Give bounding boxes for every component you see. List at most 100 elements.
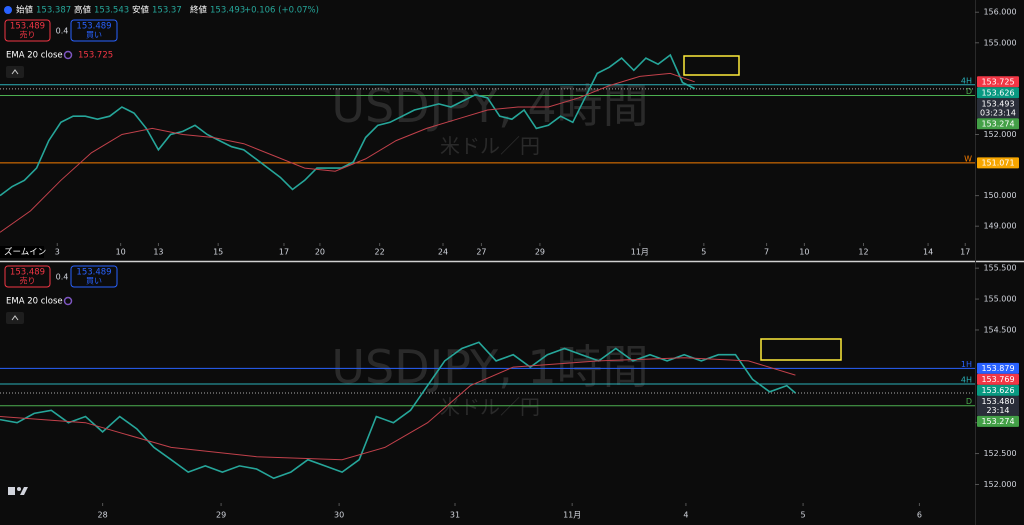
price-label-box bbox=[977, 157, 1019, 169]
price-label: 153.626 bbox=[981, 386, 1014, 395]
ema-line bbox=[0, 357, 796, 461]
y-tick-label: 156.000 bbox=[983, 8, 1016, 17]
price-label: 153.879 bbox=[981, 364, 1014, 373]
sell-price: 153.489 bbox=[10, 22, 45, 32]
x-tick-label: 5 bbox=[701, 248, 706, 257]
zoom-label: ズームイン bbox=[4, 247, 46, 258]
sell-button[interactable] bbox=[4, 19, 51, 42]
x-tick-label: 4 bbox=[683, 511, 688, 520]
drawing-rectangle bbox=[683, 55, 740, 76]
x-tick-label: 20 bbox=[315, 248, 325, 257]
ohlc-label: 終値 bbox=[190, 5, 208, 16]
x-tick-label: 29 bbox=[216, 511, 226, 520]
y-tick-label: 152.000 bbox=[983, 480, 1016, 489]
watermark: USDJPY, 1時間 bbox=[331, 340, 648, 394]
price-label-box bbox=[977, 98, 1019, 119]
x-tick-label: 6 bbox=[917, 511, 922, 520]
collapse-button[interactable] bbox=[6, 66, 24, 78]
buy-button[interactable] bbox=[70, 265, 118, 288]
y-tick-label: 152.500 bbox=[983, 449, 1016, 458]
level-label: 1H bbox=[961, 360, 972, 369]
price-label: 153.769 bbox=[981, 375, 1014, 384]
x-tick-label: 10 bbox=[799, 248, 809, 257]
y-tick-label: 152.000 bbox=[983, 130, 1016, 139]
x-tick-label: 28 bbox=[98, 511, 108, 520]
price-label: 153.274 bbox=[981, 417, 1014, 426]
x-tick-label: 7 bbox=[764, 248, 769, 257]
x-tick-label: 29 bbox=[535, 248, 545, 257]
price-line bbox=[0, 341, 796, 480]
level-label: W bbox=[964, 154, 972, 163]
x-tick-label: 10 bbox=[116, 248, 126, 257]
price-line bbox=[0, 53, 696, 197]
overlays: 153.725153.626153.49303:23:14153.274151.… bbox=[0, 5, 1019, 427]
collapse-icon bbox=[11, 69, 19, 75]
tv-logo bbox=[8, 487, 28, 495]
zoom-label-box bbox=[0, 246, 44, 258]
x-tick-label: 30 bbox=[334, 511, 344, 520]
level-label: D bbox=[966, 87, 972, 96]
x-tick-label: 13 bbox=[153, 248, 163, 257]
buy-price: 153.489 bbox=[76, 22, 111, 32]
level-label: 4H bbox=[961, 76, 972, 85]
sell-price: 153.489 bbox=[10, 268, 45, 278]
y-tick-label: 155.000 bbox=[983, 38, 1016, 47]
ohlc-label: 安値 bbox=[132, 5, 150, 16]
price-label-box bbox=[977, 87, 1019, 99]
watermark-sub: 米ドル／円 bbox=[440, 395, 540, 419]
x-tick-label: 3 bbox=[55, 248, 60, 257]
ohlc-value: 153.543 bbox=[94, 6, 129, 16]
level-label: D bbox=[966, 397, 972, 406]
price-label-box bbox=[977, 395, 1019, 416]
x-tick-label: 11月 bbox=[631, 248, 649, 257]
ohlc-value: 153.493 bbox=[210, 6, 245, 16]
ohlc-change: +0.106 (+0.07%) bbox=[244, 6, 319, 16]
x-tick-label: 5 bbox=[801, 511, 806, 520]
buy-label: 買い bbox=[86, 31, 102, 40]
sell-label: 売り bbox=[20, 30, 36, 40]
buy-label: 買い bbox=[86, 277, 102, 286]
spread: 0.4 bbox=[56, 273, 69, 282]
symbol-icon bbox=[4, 6, 12, 14]
spread: 0.4 bbox=[56, 27, 69, 36]
indicator-icon[interactable] bbox=[63, 296, 73, 306]
countdown: 03:23:14 bbox=[980, 108, 1016, 117]
price-label: 153.480 bbox=[981, 397, 1014, 406]
buy-price: 153.489 bbox=[76, 268, 111, 278]
x-tick-label: 15 bbox=[213, 248, 223, 257]
level-label: 4H bbox=[961, 375, 972, 384]
y-tick-label: 150.000 bbox=[983, 191, 1016, 200]
indicator-value: 153.725 bbox=[78, 51, 113, 61]
ohlc-value: 153.37 bbox=[152, 6, 182, 16]
ohlc-label: 高値 bbox=[74, 5, 92, 16]
plots: 156.000 155.000 152.000 150.000 149.000 3 10 13… bbox=[0, 8, 1017, 520]
price-label: 153.274 bbox=[981, 119, 1014, 128]
ema-line bbox=[0, 72, 695, 233]
sell-button[interactable] bbox=[4, 265, 51, 288]
ohlc-value: 153.387 bbox=[36, 6, 71, 16]
indicator-icon[interactable] bbox=[63, 50, 73, 60]
sell-label: 売り bbox=[20, 276, 36, 286]
price-label: 153.725 bbox=[981, 77, 1014, 86]
price-label: 153.626 bbox=[981, 88, 1014, 97]
x-tick-label: 17 bbox=[279, 248, 289, 257]
x-tick-label: 24 bbox=[438, 248, 448, 257]
collapse-button[interactable] bbox=[6, 312, 24, 324]
y-tick-label: 154.500 bbox=[983, 325, 1016, 334]
ohlc-label: 始値 bbox=[16, 5, 34, 16]
price-label-box bbox=[977, 118, 1019, 130]
price-label-box bbox=[977, 362, 1019, 374]
collapse-icon bbox=[11, 315, 19, 321]
price-label-box bbox=[977, 76, 1019, 88]
indicator-name: EMA 20 close bbox=[6, 297, 63, 307]
countdown: 23:14 bbox=[986, 406, 1009, 415]
x-tick-label: 12 bbox=[858, 248, 868, 257]
y-tick-label: 155.000 bbox=[983, 295, 1016, 304]
y-tick-label: 149.000 bbox=[983, 222, 1016, 231]
x-tick-label: 27 bbox=[476, 248, 486, 257]
buy-button[interactable] bbox=[70, 19, 118, 42]
price-label-box bbox=[977, 384, 1019, 396]
x-tick-label: 11月 bbox=[563, 511, 581, 520]
price-label-box bbox=[977, 373, 1019, 385]
